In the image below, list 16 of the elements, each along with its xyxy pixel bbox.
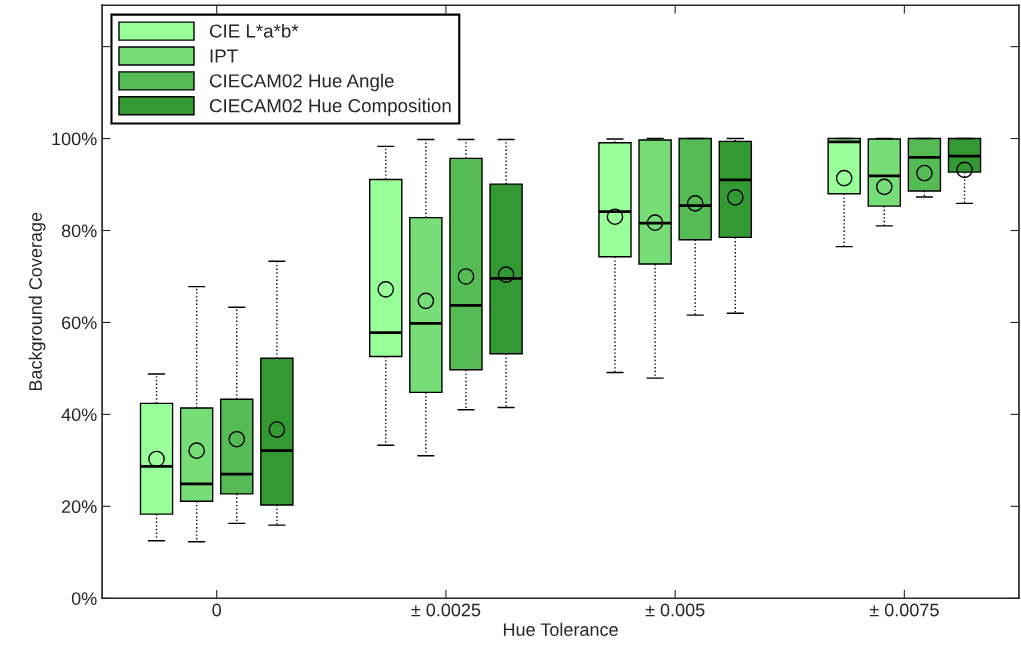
legend-label: CIECAM02 Hue Angle xyxy=(209,73,394,92)
y-tick-label: 100% xyxy=(52,132,97,146)
y-tick-label: 40% xyxy=(61,408,97,422)
legend-label: IPT xyxy=(210,49,238,63)
y-tick-label: 20% xyxy=(62,500,97,514)
x-axis-title: Hue Tolerance xyxy=(503,622,618,636)
x-tick-label: ± 0.005 xyxy=(645,603,705,617)
y-tick-label: 80% xyxy=(61,224,97,238)
x-tick-label: ± 0.0075 xyxy=(869,603,939,617)
legend-label: CIECAM02 Hue Composition xyxy=(209,98,451,117)
y-axis-title: Background Coverage xyxy=(28,212,46,391)
legend-label: CIE L*a*b* xyxy=(209,23,299,38)
y-tick-label: 60% xyxy=(62,316,97,330)
x-tick-label: 0 xyxy=(212,603,222,617)
x-tick-label: ± 0.0025 xyxy=(411,603,481,617)
y-tick-label: 0% xyxy=(71,592,97,605)
